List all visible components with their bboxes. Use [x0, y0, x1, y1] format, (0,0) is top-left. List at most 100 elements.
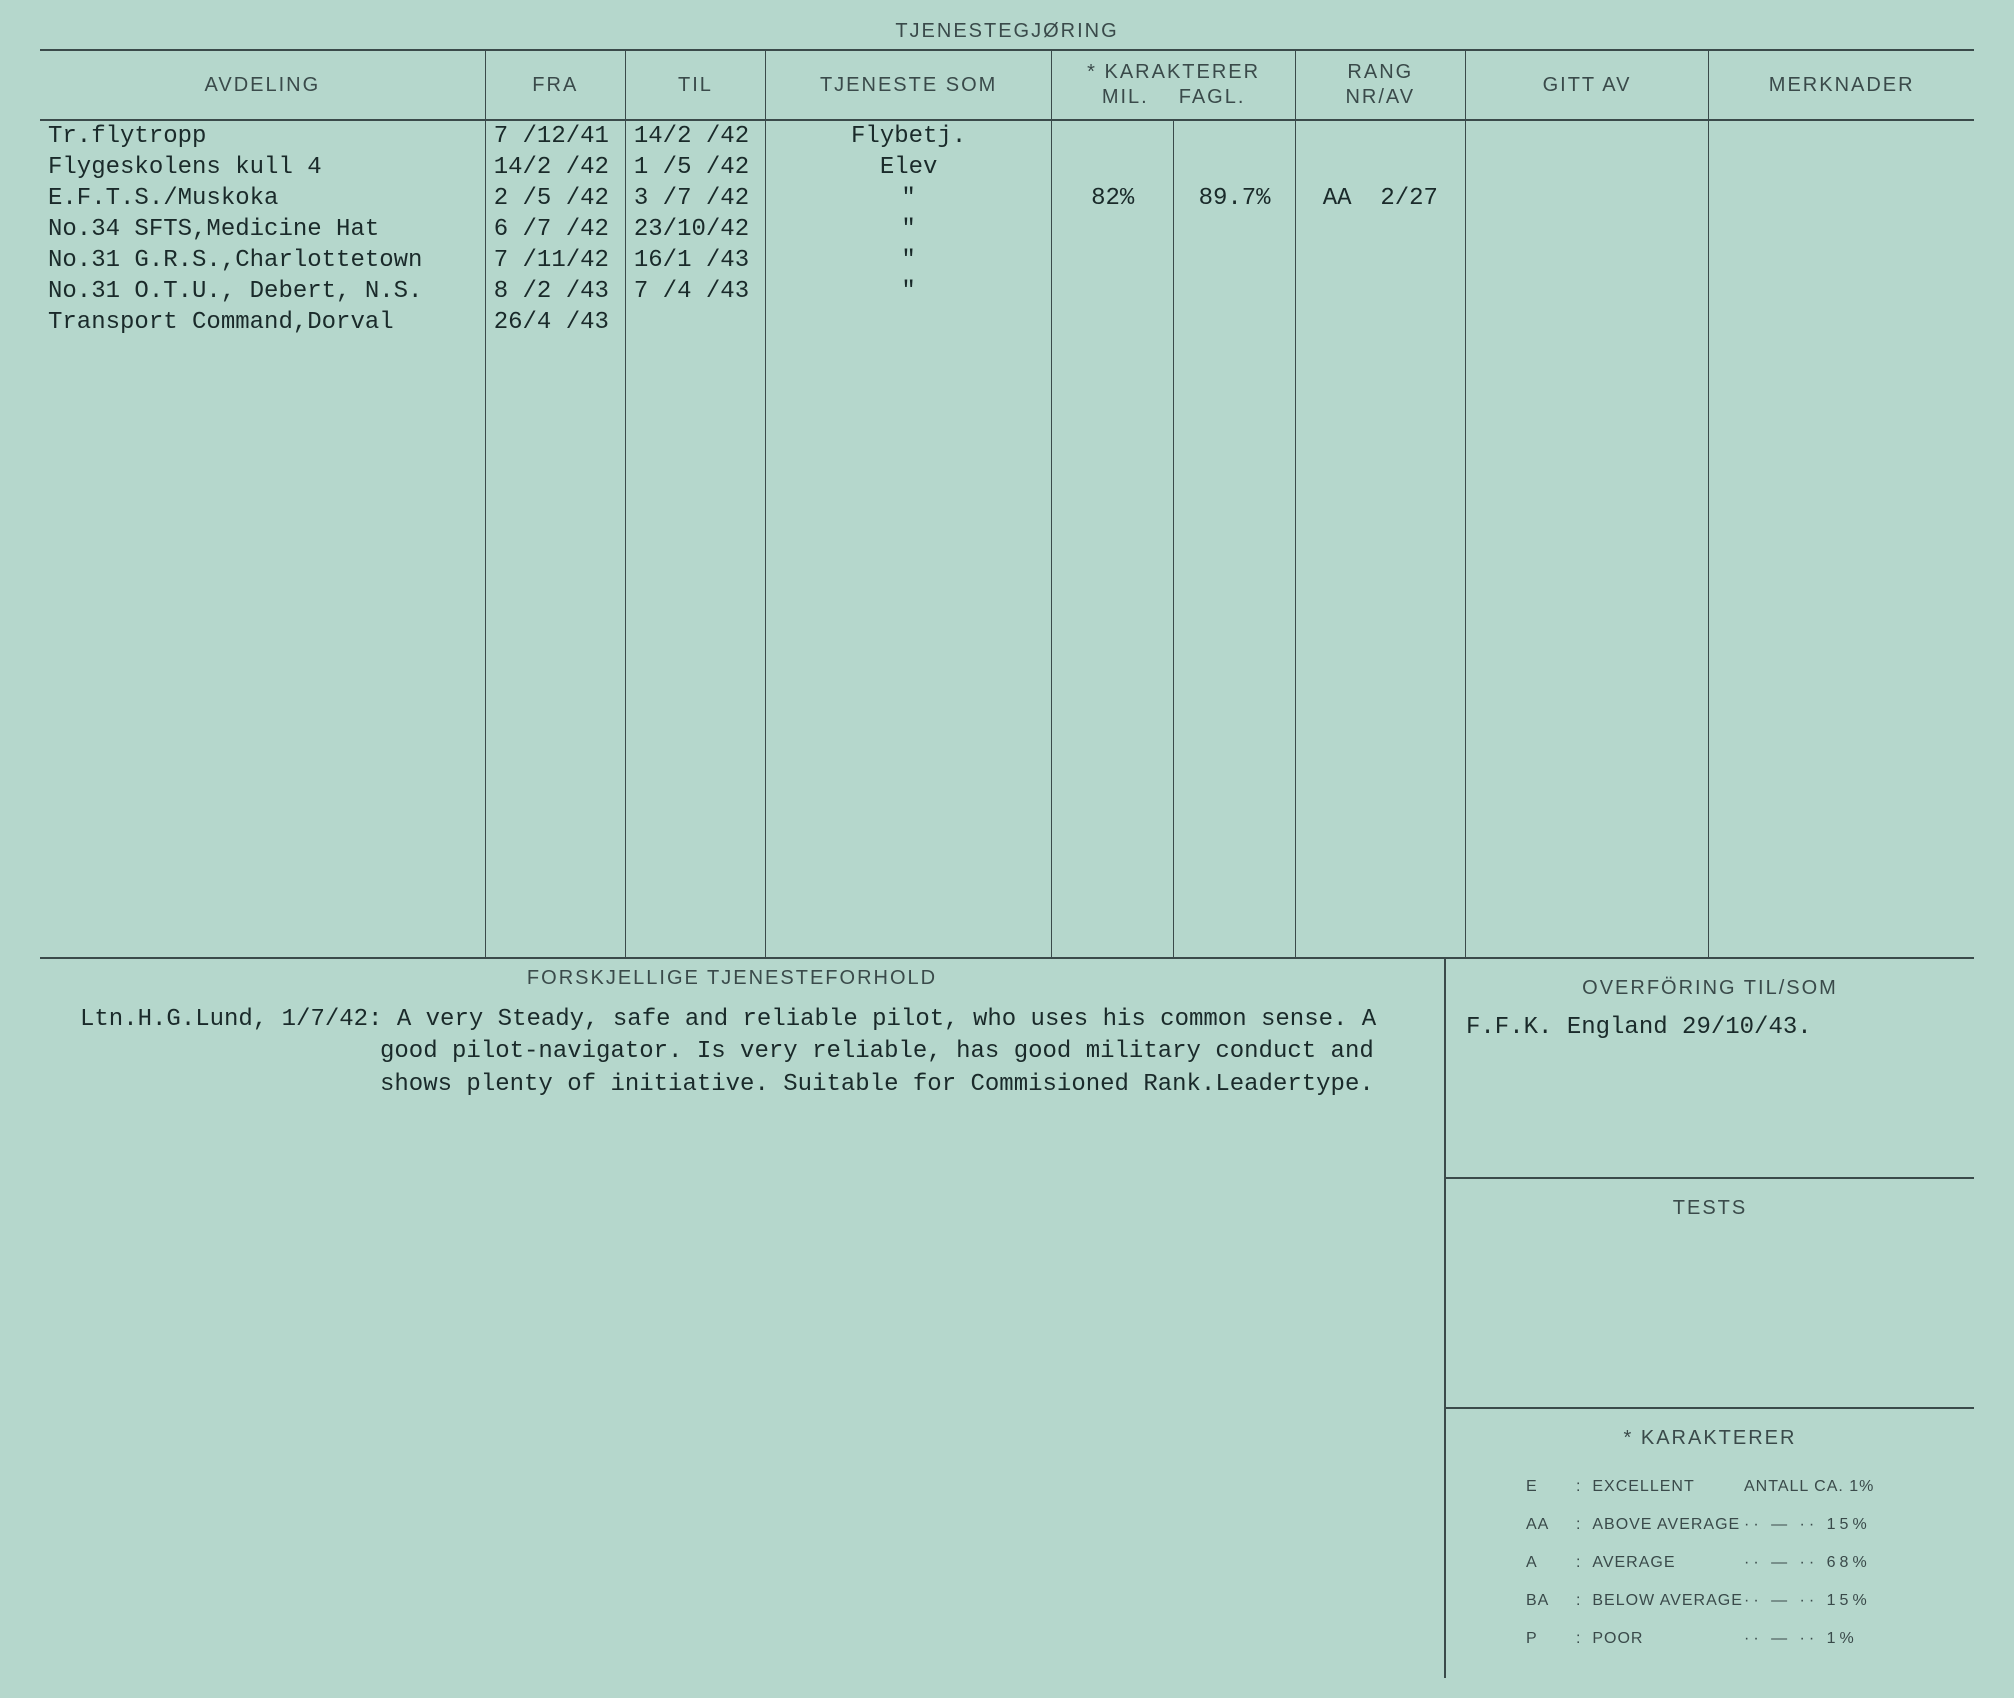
forskjellige-section: FORSKJELLIGE TJENESTEFORHOLD Ltn.H.G.Lun…: [40, 959, 1444, 1678]
cell-til: 14/2 /42: [625, 120, 765, 152]
right-panel: OVERFÖRING TIL/SOM F.F.K. England 29/10/…: [1444, 959, 1974, 1678]
forskjellige-line: Ltn.H.G.Lund, 1/7/42: A very Steady, saf…: [80, 1004, 1414, 1036]
legend-row: P : POOR ·· — ·· 1%: [1526, 1630, 1924, 1648]
service-table: AVDELING FRA TIL TJENESTE SOM * KARAKTER…: [40, 49, 1974, 959]
legend-row: BA : BELOW AVERAGE ·· — ·· 15%: [1526, 1592, 1924, 1610]
header-nr-av: NR/AV: [1345, 86, 1415, 109]
cell-mil: [1052, 245, 1174, 276]
karakterer-legend: E : EXCELLENT ANTALL CA. 1% AA : ABOVE A…: [1466, 1458, 1954, 1648]
cell-fra: 6 /7 /42: [485, 214, 625, 245]
legend-note: ·· — ·· 15%: [1744, 1516, 1924, 1534]
cell-tjeneste: Flybetj.: [766, 120, 1052, 152]
header-rang: RANG NR/AV: [1296, 50, 1466, 120]
header-tjeneste-som: TJENESTE SOM: [766, 50, 1052, 120]
header-til: TIL: [625, 50, 765, 120]
cell-fra: 7 /11/42: [485, 245, 625, 276]
header-karakterer-label: * KARAKTERER: [1087, 61, 1260, 84]
cell-fagl: [1174, 214, 1296, 245]
cell-tjeneste: ": [766, 245, 1052, 276]
table-header: AVDELING FRA TIL TJENESTE SOM * KARAKTER…: [40, 50, 1974, 120]
karakterer-box: * KARAKTERER E : EXCELLENT ANTALL CA. 1%…: [1446, 1409, 1974, 1678]
cell-rang: [1296, 214, 1466, 245]
cell-til: 23/10/42: [625, 214, 765, 245]
cell-til: 3 /7 /42: [625, 183, 765, 214]
table-row: No.31 O.T.U., Debert, N.S. 8 /2 /43 7 /4…: [40, 276, 1974, 307]
overforing-box: OVERFÖRING TIL/SOM F.F.K. England 29/10/…: [1446, 959, 1974, 1179]
header-fagl: FAGL.: [1179, 86, 1246, 109]
cell-fra: 14/2 /42: [485, 152, 625, 183]
cell-avdeling: Transport Command,Dorval: [40, 307, 485, 338]
table-row: Transport Command,Dorval 26/4 /43: [40, 307, 1974, 338]
header-mil: MIL.: [1102, 86, 1149, 109]
legend-note: ·· — ·· 68%: [1744, 1554, 1924, 1572]
legend-code: E: [1526, 1478, 1576, 1496]
cell-merk: [1709, 245, 1974, 276]
header-avdeling: AVDELING: [40, 50, 485, 120]
table-row: No.31 G.R.S.,Charlottetown 7 /11/42 16/1…: [40, 245, 1974, 276]
cell-fra: 7 /12/41: [485, 120, 625, 152]
cell-merk: [1709, 183, 1974, 214]
cell-mil: [1052, 307, 1174, 338]
legend-code: A: [1526, 1554, 1576, 1572]
header-karakterer: * KARAKTERER MIL. FAGL.: [1052, 50, 1296, 120]
legend-code: BA: [1526, 1592, 1576, 1610]
cell-fagl: [1174, 120, 1296, 152]
cell-gitt: [1465, 214, 1709, 245]
legend-colon: :: [1576, 1554, 1592, 1572]
lower-section: FORSKJELLIGE TJENESTEFORHOLD Ltn.H.G.Lun…: [40, 959, 1974, 1678]
legend-colon: :: [1576, 1630, 1592, 1648]
cell-tjeneste: ": [766, 276, 1052, 307]
cell-merk: [1709, 276, 1974, 307]
tests-head: TESTS: [1466, 1189, 1954, 1228]
cell-mil: 82%: [1052, 183, 1174, 214]
page-title: TJENESTEGJØRING: [40, 20, 1974, 43]
cell-rang: [1296, 276, 1466, 307]
cell-fra: 8 /2 /43: [485, 276, 625, 307]
cell-rang: AA 2/27: [1296, 183, 1466, 214]
cell-mil: [1052, 214, 1174, 245]
cell-avdeling: No.31 O.T.U., Debert, N.S.: [40, 276, 485, 307]
cell-merk: [1709, 120, 1974, 152]
cell-merk: [1709, 214, 1974, 245]
legend-code: P: [1526, 1630, 1576, 1648]
cell-til: 16/1 /43: [625, 245, 765, 276]
cell-fagl: [1174, 276, 1296, 307]
overforing-text: F.F.K. England 29/10/43.: [1466, 1008, 1954, 1041]
table-row: E.F.T.S./Muskoka 2 /5 /42 3 /7 /42 " 82%…: [40, 183, 1974, 214]
legend-colon: :: [1576, 1592, 1592, 1610]
cell-gitt: [1465, 245, 1709, 276]
header-gitt-av: GITT AV: [1465, 50, 1709, 120]
cell-gitt: [1465, 307, 1709, 338]
cell-avdeling: No.34 SFTS,Medicine Hat: [40, 214, 485, 245]
cell-rang: [1296, 120, 1466, 152]
cell-fagl: [1174, 152, 1296, 183]
forskjellige-line: shows plenty of initiative. Suitable for…: [80, 1069, 1414, 1101]
legend-note: ·· — ·· 1%: [1744, 1630, 1924, 1648]
legend-label: EXCELLENT: [1592, 1478, 1744, 1496]
cell-fagl: [1174, 307, 1296, 338]
cell-til: 1 /5 /42: [625, 152, 765, 183]
forskjellige-head: FORSKJELLIGE TJENESTEFORHOLD: [40, 959, 1424, 998]
forskjellige-text: Ltn.H.G.Lund, 1/7/42: A very Steady, saf…: [40, 998, 1424, 1107]
cell-rang: [1296, 245, 1466, 276]
cell-rang: [1296, 307, 1466, 338]
cell-tjeneste: [766, 307, 1052, 338]
table-body: Tr.flytropp 7 /12/41 14/2 /42 Flybetj. F…: [40, 120, 1974, 958]
cell-fagl: [1174, 245, 1296, 276]
tests-box: TESTS: [1446, 1179, 1974, 1409]
cell-gitt: [1465, 152, 1709, 183]
cell-fagl: 89.7%: [1174, 183, 1296, 214]
legend-label: AVERAGE: [1592, 1554, 1744, 1572]
overforing-head: OVERFÖRING TIL/SOM: [1466, 969, 1954, 1008]
legend-label: POOR: [1592, 1630, 1744, 1648]
legend-label: BELOW AVERAGE: [1592, 1592, 1744, 1610]
cell-avdeling: Tr.flytropp: [40, 120, 485, 152]
table-spacer: [40, 338, 1974, 958]
cell-fra: 26/4 /43: [485, 307, 625, 338]
cell-mil: [1052, 276, 1174, 307]
karakterer-head: * KARAKTERER: [1466, 1419, 1954, 1458]
legend-row: E : EXCELLENT ANTALL CA. 1%: [1526, 1478, 1924, 1496]
header-fra: FRA: [485, 50, 625, 120]
cell-gitt: [1465, 120, 1709, 152]
header-merknader: MERKNADER: [1709, 50, 1974, 120]
